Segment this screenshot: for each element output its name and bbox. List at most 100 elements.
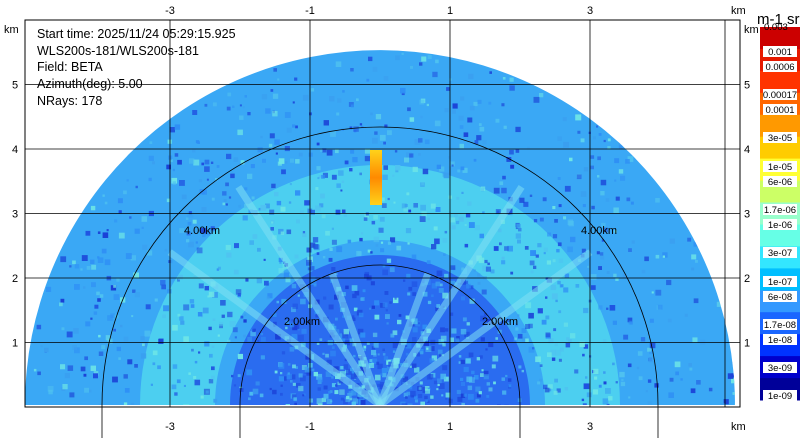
speckle	[605, 388, 611, 394]
speckle	[547, 352, 552, 357]
speckle	[407, 107, 411, 112]
speckle	[401, 379, 407, 386]
speckle	[420, 115, 423, 119]
speckle	[687, 237, 692, 242]
speckle	[310, 242, 316, 248]
speckle	[316, 142, 320, 146]
speckle	[244, 187, 248, 191]
speckle	[342, 90, 345, 93]
speckle	[179, 180, 185, 186]
speckle	[448, 398, 453, 404]
speckle	[454, 213, 458, 218]
speckle	[384, 124, 388, 128]
speckle	[294, 254, 299, 259]
speckle	[593, 368, 599, 374]
speckle	[340, 189, 343, 192]
speckle	[238, 204, 242, 208]
speckle	[200, 227, 207, 234]
speckle	[152, 161, 155, 165]
speckle	[192, 149, 196, 153]
speckle	[102, 194, 105, 197]
speckle	[325, 353, 329, 358]
speckle	[640, 310, 645, 315]
speckle	[365, 212, 369, 216]
speckle	[419, 62, 423, 66]
speckle	[284, 161, 288, 164]
speckle	[412, 327, 418, 333]
speckle	[97, 257, 104, 263]
speckle	[329, 390, 333, 394]
colorbar-swatch	[760, 224, 800, 247]
speckle	[225, 203, 228, 206]
speckle	[444, 328, 449, 332]
speckle	[382, 264, 386, 268]
speckle	[123, 336, 129, 342]
speckle	[361, 297, 365, 301]
speckle	[195, 241, 198, 244]
speckle	[316, 342, 320, 345]
speckle	[217, 334, 220, 337]
speckle	[525, 302, 532, 309]
speckle	[86, 266, 91, 270]
speckle	[429, 358, 434, 363]
speckle	[411, 318, 418, 325]
speckle	[691, 254, 697, 260]
speckle	[328, 304, 334, 310]
speckle	[227, 339, 231, 343]
speckle	[543, 247, 548, 252]
speckle	[507, 378, 512, 382]
speckle	[366, 341, 370, 345]
speckle	[539, 93, 544, 98]
speckle	[219, 324, 223, 329]
colorbar-label: 1e-07	[768, 277, 792, 288]
speckle	[467, 201, 472, 206]
speckle	[418, 153, 421, 156]
speckle	[493, 246, 499, 251]
speckle	[579, 341, 585, 348]
speckle	[449, 337, 455, 342]
speckle	[644, 256, 649, 262]
speckle	[195, 140, 200, 144]
speckle	[569, 157, 573, 162]
y-tick-label-left: 4	[12, 144, 18, 156]
speckle	[302, 232, 307, 238]
speckle	[134, 228, 140, 234]
speckle	[45, 286, 52, 292]
speckle	[481, 369, 484, 372]
speckle	[226, 153, 232, 160]
speckle	[641, 269, 646, 274]
speckle	[124, 388, 130, 393]
beam-streak	[376, 272, 432, 405]
speckle	[302, 394, 305, 397]
speckle	[157, 365, 161, 370]
speckle	[684, 313, 688, 317]
speckle	[239, 115, 244, 120]
speckle	[81, 255, 88, 261]
speckle	[421, 182, 424, 186]
speckle	[323, 385, 328, 390]
speckle	[363, 348, 366, 352]
speckle	[456, 389, 461, 394]
speckle	[400, 87, 406, 94]
speckle	[118, 357, 121, 360]
speckle	[605, 198, 610, 202]
speckle	[425, 388, 430, 394]
speckle	[60, 298, 65, 303]
speckle	[426, 103, 429, 107]
speckle	[146, 250, 153, 256]
speckle	[628, 320, 633, 325]
speckle	[689, 367, 693, 371]
speckle	[688, 363, 692, 367]
speckle	[93, 373, 98, 379]
speckle	[74, 347, 80, 354]
speckle	[380, 248, 385, 253]
speckle	[360, 366, 366, 373]
speckle	[284, 112, 291, 118]
speckle	[145, 304, 151, 310]
speckle	[647, 379, 652, 383]
speckle	[626, 197, 631, 202]
speckle	[185, 217, 189, 220]
speckle	[322, 172, 328, 178]
speckle	[340, 366, 344, 370]
colorbar-label-bg	[763, 319, 797, 330]
